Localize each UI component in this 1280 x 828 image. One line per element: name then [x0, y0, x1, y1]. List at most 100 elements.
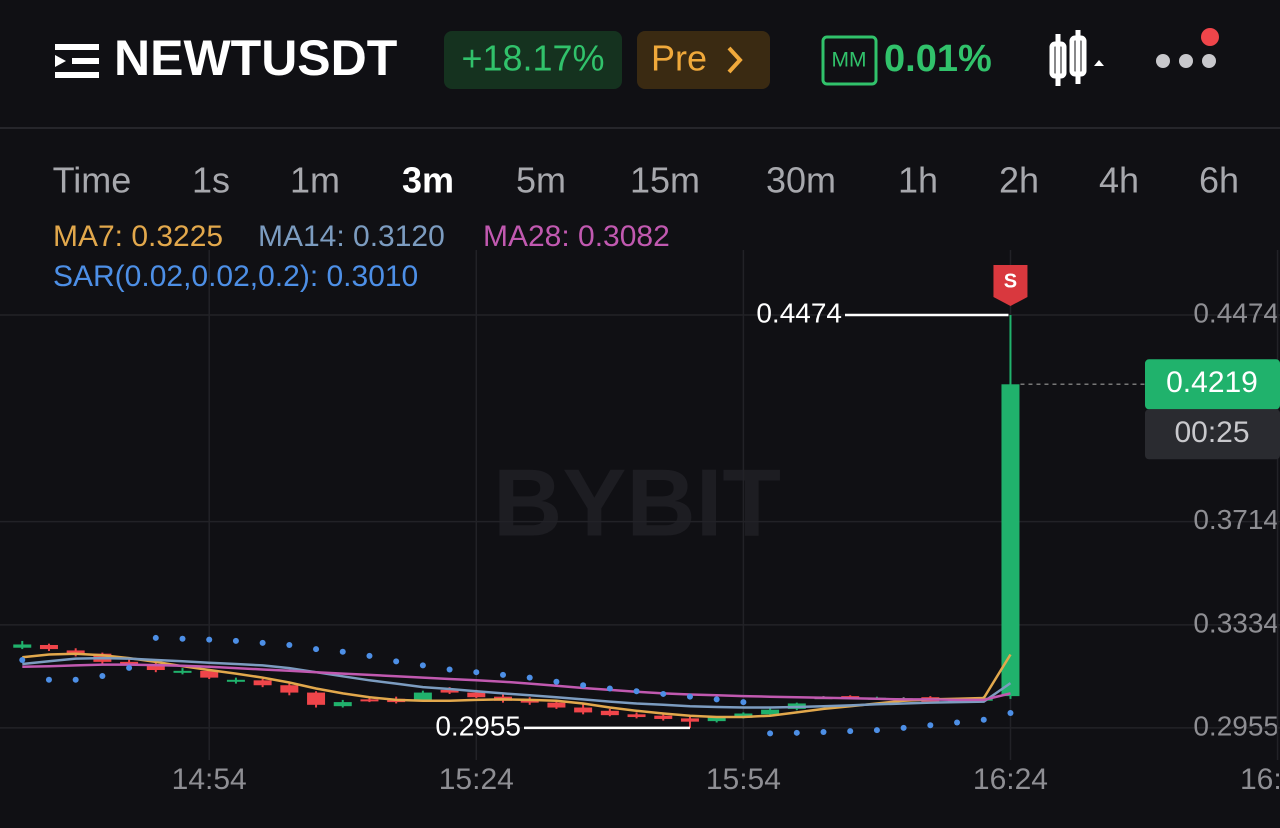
- timeframe-tab[interactable]: 3m: [402, 160, 454, 201]
- plot: [13, 314, 1020, 737]
- sar-dot: [847, 728, 854, 735]
- sar-dot: [606, 685, 613, 692]
- mm-label: MM: [832, 49, 867, 72]
- sar-dot: [873, 727, 880, 734]
- candle-body: [761, 709, 780, 715]
- timeframe-tab[interactable]: 1m: [290, 160, 340, 201]
- sar-dot: [45, 676, 52, 683]
- y-tick-label: 0.3714: [1193, 504, 1279, 535]
- candle-body: [440, 689, 459, 693]
- sar-dot: [500, 671, 507, 678]
- ma-line: [22, 663, 1011, 702]
- candle-body: [146, 664, 165, 671]
- menu-bar: [55, 72, 99, 78]
- candle-body: [200, 670, 219, 678]
- x-tick-label: 15:54: [706, 763, 781, 796]
- x-tick-label: 16:54: [1240, 763, 1280, 796]
- timeframe-tab[interactable]: 15m: [630, 160, 700, 201]
- grid: 0.2955 0.3334 0.3714 0.4474 14:54 15:24 15:54 1…: [0, 250, 1280, 796]
- overlay: MA7: 0.3225 MA14: 0.3120 MA28: 0.3082 SAR(0…: [53, 220, 1280, 741]
- dot: [1179, 54, 1193, 68]
- y-tick-label: 0.3334: [1193, 607, 1279, 638]
- price-label: 0.4219: [1166, 366, 1258, 399]
- signal-marker[interactable]: [993, 265, 1028, 306]
- chart-type-icon[interactable]: [1049, 30, 1104, 86]
- icon-arrow: [1094, 60, 1104, 66]
- candle-body: [13, 644, 32, 648]
- notification-dot: [1201, 28, 1219, 46]
- ma-line: [22, 656, 1012, 709]
- candle-body: [307, 692, 326, 705]
- indicator-legend: SAR(0.02,0.02,0.2): 0.3010: [53, 260, 418, 293]
- sar-dot: [820, 728, 827, 735]
- menu-bar: [55, 44, 99, 50]
- sar-dot: [126, 664, 133, 671]
- candle-body: [1001, 384, 1020, 697]
- timeframe-tab[interactable]: 4h: [1099, 160, 1139, 201]
- icon-wick: [1055, 30, 1081, 86]
- sar-dot: [419, 662, 426, 669]
- candle-body: [707, 717, 726, 722]
- sar-dot: [313, 646, 320, 653]
- x-tick-label: 15:24: [439, 763, 514, 796]
- signal-text: S: [1004, 270, 1017, 292]
- pre-text[interactable]: Pre: [651, 38, 707, 79]
- sar-dot: [206, 636, 213, 643]
- sar-dot: [633, 688, 640, 695]
- indicator-legend: MA28: 0.3082: [483, 220, 670, 253]
- sar-dot: [393, 658, 400, 665]
- timeframe-tab[interactable]: 6h: [1199, 160, 1239, 201]
- timeframe-tab[interactable]: 5m: [516, 160, 566, 201]
- candle-body: [360, 699, 379, 702]
- sar-dot: [526, 674, 533, 681]
- timeframe-tab[interactable]: 2h: [999, 160, 1039, 201]
- sar-dot: [232, 637, 239, 644]
- timeframe-tab[interactable]: 1h: [898, 160, 938, 201]
- sar-dot: [686, 693, 693, 700]
- y-tick-label: 0.2955: [1193, 710, 1279, 741]
- sar-dot: [99, 672, 106, 679]
- sar-dot: [900, 724, 907, 731]
- pre-chevron: [727, 46, 743, 74]
- sar-dot: [152, 634, 159, 641]
- sar-dot: [1007, 709, 1014, 716]
- x-tick-label: 16:24: [973, 763, 1048, 796]
- pre-badge[interactable]: [637, 31, 770, 89]
- menu-arrow: [55, 55, 66, 67]
- menu-icon[interactable]: [55, 44, 99, 78]
- sar-dot: [259, 639, 266, 646]
- sar-dot: [767, 730, 774, 737]
- candle-body: [574, 707, 593, 713]
- sar-dot: [19, 656, 26, 663]
- sar-dot: [339, 648, 346, 655]
- more-menu[interactable]: [1156, 28, 1219, 68]
- change-badge: [444, 31, 622, 89]
- countdown-badge: [1145, 409, 1280, 460]
- countdown-label: 00:25: [1174, 416, 1249, 449]
- mm-box: [821, 35, 878, 86]
- mm-rate: 0.01%: [884, 38, 992, 80]
- symbol-title[interactable]: NEWTUSDT: [114, 30, 397, 86]
- sar-dot: [366, 652, 373, 659]
- sar-dot: [473, 669, 480, 676]
- sar-dot: [446, 666, 453, 673]
- timeframe-tab[interactable]: 1s: [192, 160, 230, 201]
- candle-body: [173, 670, 192, 673]
- dot: [1202, 54, 1216, 68]
- candle-body: [680, 718, 699, 722]
- timeframe-tab[interactable]: 30m: [766, 160, 836, 201]
- candle-body: [39, 645, 58, 650]
- timeframe-bar: Time 1s 1m 3m 5m 15m 30m 1h 2h 4h 6h: [53, 160, 1239, 201]
- sar-dot: [580, 682, 587, 689]
- candle-body: [226, 679, 245, 682]
- candle-body: [280, 685, 299, 693]
- low-label: 0.2955: [435, 710, 521, 741]
- sar-dot: [927, 722, 934, 729]
- indicator-legend: MA7: 0.3225: [53, 220, 223, 253]
- candle-body: [120, 661, 139, 665]
- sar-dot: [980, 716, 987, 723]
- timeframe-tab[interactable]: Time: [53, 160, 132, 201]
- candle-body: [413, 692, 432, 700]
